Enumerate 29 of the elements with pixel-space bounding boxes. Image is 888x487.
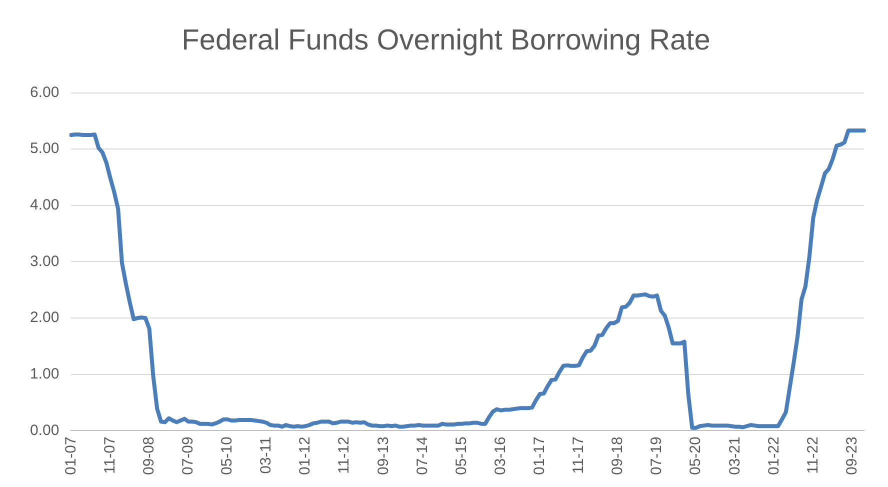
- x-tick-label: 03-11: [258, 436, 275, 474]
- x-tick-label: 03-16: [492, 436, 509, 476]
- x-tick-label: 09-13: [374, 436, 392, 476]
- x-tick-label: 05-15: [452, 436, 470, 476]
- x-tick-label: 01-17: [530, 436, 548, 476]
- y-tick-label: 6.00: [30, 84, 60, 101]
- x-tick-label: 01-12: [296, 436, 314, 476]
- chart-title: Federal Funds Overnight Borrowing Rate: [182, 24, 710, 56]
- y-tick-label: 1.00: [30, 365, 60, 382]
- x-tick-label: 05-20: [687, 436, 704, 476]
- x-tick-label: 07-19: [648, 436, 666, 476]
- x-tick-label: 11-22: [804, 436, 822, 474]
- x-tick-label: 11-17: [570, 436, 588, 474]
- y-tick-label: 3.00: [30, 252, 60, 270]
- x-tick-label: 11-12: [336, 436, 353, 474]
- x-tick-label: 09-18: [609, 436, 626, 476]
- y-tick-label: 4.00: [30, 196, 60, 214]
- x-tick-label: 09-08: [140, 436, 158, 476]
- x-tick-label: 07-09: [180, 436, 196, 476]
- x-tick-label: 07-14: [414, 436, 431, 476]
- x-tick-label: 11-07: [101, 436, 118, 474]
- x-tick-label: 03-21: [726, 436, 744, 476]
- y-tick-label: 0.00: [30, 422, 60, 439]
- x-tick-label: 05-10: [218, 436, 236, 476]
- y-tick-label: 2.00: [30, 309, 60, 326]
- y-tick-label: 5.00: [30, 140, 60, 158]
- x-tick-label: 01-07: [62, 436, 80, 476]
- x-tick-label: 09-23: [843, 436, 860, 476]
- x-tick-label: 01-22: [765, 436, 782, 476]
